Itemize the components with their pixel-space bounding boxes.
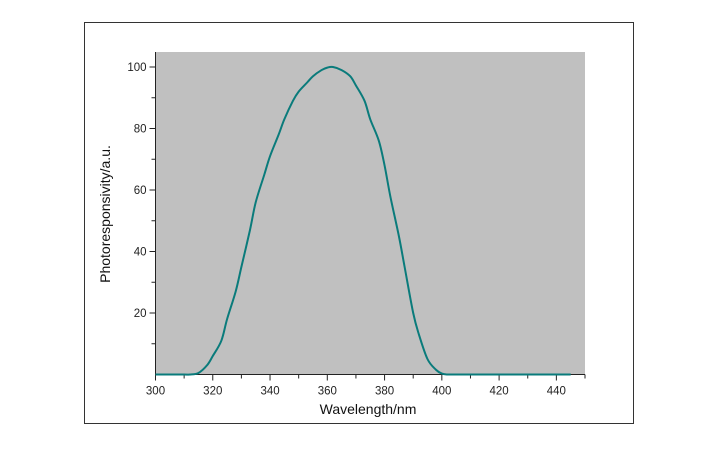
x-tick-label: 380: [375, 386, 394, 398]
x-axis-label: Wavelength/nm: [320, 401, 417, 417]
plot-area: [155, 52, 585, 375]
x-tick-label: 360: [318, 386, 337, 398]
y-axis-label: Photoresponsivity/a.u.: [97, 145, 113, 283]
chart-frame: [84, 22, 634, 424]
x-tick-label: 400: [432, 386, 451, 398]
x-tick-label: 340: [260, 386, 279, 398]
x-tick-label: 420: [490, 386, 509, 398]
y-tick-label: 20: [134, 308, 147, 320]
x-tick-label: 440: [547, 386, 566, 398]
y-tick-label: 60: [134, 185, 147, 197]
y-tick-label: 40: [134, 247, 147, 259]
y-tick-label: 100: [127, 62, 146, 74]
series-line: [155, 65, 571, 376]
x-tick-label: 320: [203, 386, 222, 398]
y-tick-label: 80: [134, 124, 147, 136]
x-tick-label: 300: [146, 386, 165, 398]
